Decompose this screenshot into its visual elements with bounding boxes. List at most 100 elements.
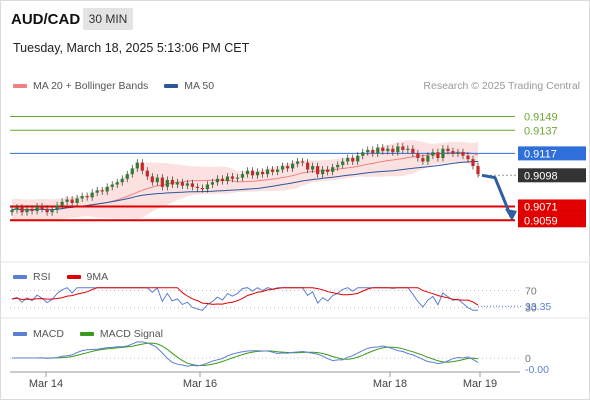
candle-body — [476, 166, 480, 175]
candle-body — [260, 171, 265, 175]
rsi-level-label-30: 30 — [525, 303, 537, 315]
candle-body — [215, 178, 220, 183]
candle-body — [356, 155, 360, 162]
candle-body — [311, 166, 315, 170]
level-label-0.9117: 0.9117 — [524, 148, 557, 160]
candle-body — [160, 177, 164, 187]
legend-swatch-9ma — [66, 275, 81, 279]
legend-label-ma20: MA 20 + Bollinger Bands — [33, 80, 149, 92]
candle-body — [65, 199, 69, 202]
candle-body — [200, 188, 205, 190]
candle-body — [115, 182, 119, 185]
candle-body — [30, 208, 34, 212]
candle-body — [401, 146, 405, 150]
candle-body — [175, 182, 179, 185]
candle-body — [270, 169, 275, 172]
legend-swatch-ma50 — [164, 84, 179, 88]
candle-body — [105, 186, 109, 192]
candle-body — [331, 167, 335, 172]
macd-line — [12, 341, 479, 367]
candle-body — [361, 152, 365, 156]
legend-item-ma20: MA 20 + Bollinger Bands — [13, 80, 148, 92]
legend-label-macd-signal: MACD Signal — [99, 328, 163, 340]
candle-body — [55, 205, 59, 210]
candle-body — [130, 168, 134, 175]
x-tick-label-mar-14: Mar 14 — [29, 378, 63, 390]
legend-swatch-macd — [13, 332, 27, 336]
candle-body — [446, 148, 450, 152]
macd-legend: MACD MACD Signal — [13, 328, 173, 340]
candle-body — [301, 161, 305, 163]
candle-body — [376, 147, 380, 154]
macd-value-label: -0.00 — [525, 364, 549, 376]
candle-body — [155, 177, 159, 183]
candle-body — [275, 169, 280, 172]
level-tag-0.9098 — [518, 168, 586, 183]
candle-body — [250, 170, 255, 176]
candle-body — [235, 177, 240, 179]
level-label-0.9098: 0.9098 — [524, 170, 558, 182]
candle-body — [316, 166, 320, 175]
candle-body — [456, 152, 460, 154]
rsi-level-label-70: 70 — [525, 285, 537, 297]
candle-body — [381, 147, 385, 152]
rsi-legend: RSI 9MA — [13, 271, 118, 283]
candle-body — [35, 206, 39, 212]
candle-body — [431, 152, 435, 156]
candle-body — [50, 209, 54, 213]
candle-body — [411, 148, 415, 154]
candle-body — [230, 176, 235, 179]
candle-body — [205, 184, 210, 190]
candle-body — [220, 178, 225, 182]
candle-body — [85, 196, 89, 198]
main-legend: MA 20 + Bollinger Bands MA 50 — [13, 80, 224, 92]
candle-body — [341, 161, 345, 165]
legend-swatch-ma20 — [13, 84, 27, 88]
candle-body — [110, 184, 114, 187]
legend-swatch-macd-signal — [79, 332, 94, 336]
x-tick-label-mar-19: Mar 19 — [463, 378, 497, 390]
candle-body — [195, 186, 199, 188]
candle-body — [351, 158, 355, 162]
candle-body — [436, 152, 440, 158]
candle-body — [15, 207, 19, 210]
candle-body — [100, 190, 104, 192]
legend-label-rsi: RSI — [33, 271, 51, 283]
candle-body — [441, 148, 445, 158]
macd-zero-label: 0 — [525, 353, 531, 365]
level-tag-0.9117 — [518, 146, 586, 161]
candle-body — [346, 158, 350, 162]
candle-body — [406, 148, 410, 150]
candle-body — [165, 179, 169, 187]
candle-body — [25, 208, 29, 213]
candle-body — [386, 148, 390, 152]
candle-body — [426, 155, 430, 162]
candle-body — [366, 149, 370, 153]
x-tick-label-mar-18: Mar 18 — [373, 378, 407, 390]
candle-body — [45, 208, 49, 213]
timeframe-badge[interactable]: 30 MIN — [83, 8, 133, 30]
candle-body — [225, 176, 230, 182]
forecast-arrow — [481, 173, 513, 218]
rsi-value-label: 33.35 — [525, 301, 551, 313]
candle-body — [466, 155, 470, 160]
candle-body — [185, 183, 189, 186]
x-tick-label-mar-16: Mar 16 — [183, 378, 217, 390]
candle-body — [421, 158, 425, 162]
legend-label-macd: MACD — [33, 328, 64, 340]
symbol-title: AUD/CAD — [11, 11, 81, 28]
legend-item-rsi: RSI — [13, 271, 51, 283]
level-label-0.9149: 0.9149 — [524, 111, 558, 123]
candle-body — [306, 162, 310, 170]
forecast-arrow-head — [505, 208, 517, 221]
candle-body — [336, 164, 340, 168]
candle-body — [321, 169, 325, 175]
research-credit: Research © 2025 Trading Central — [423, 80, 580, 92]
legend-item-ma50: MA 50 — [164, 80, 214, 92]
candle-body — [80, 196, 84, 199]
level-tag-0.9071 — [518, 199, 586, 214]
candle-body — [10, 209, 14, 213]
legend-item-macd: MACD — [13, 328, 64, 340]
candle-body — [296, 161, 300, 164]
